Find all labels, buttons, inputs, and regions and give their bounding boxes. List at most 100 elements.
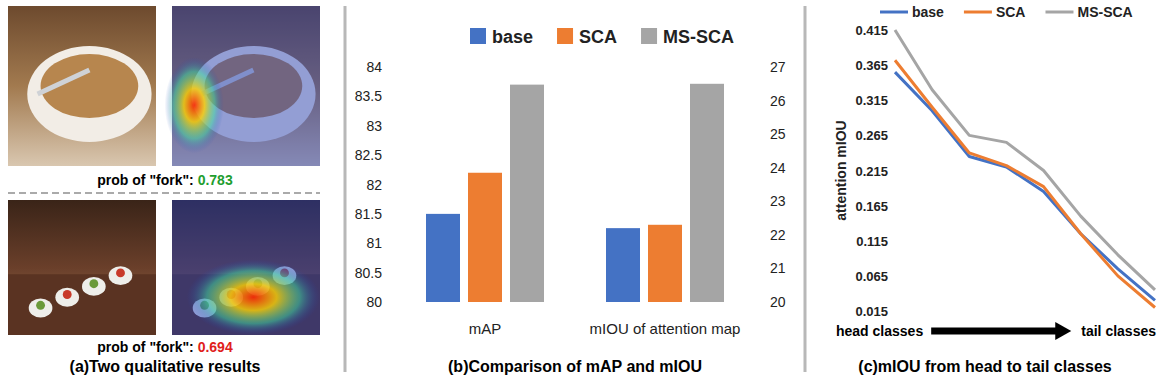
photo-shape xyxy=(8,274,156,335)
photo xyxy=(172,200,320,335)
y-tick-label: 0.265 xyxy=(855,128,888,143)
y-tick-label: 80 xyxy=(366,294,382,310)
legend-swatch xyxy=(964,11,992,14)
category-label: mIOU of attention map xyxy=(590,320,741,337)
y-tick-label: 0.365 xyxy=(855,58,888,73)
tick-mark xyxy=(755,134,759,135)
y-tick-label: 82.5 xyxy=(355,147,382,163)
y-tick-label: 0.015 xyxy=(855,304,888,319)
tick-mark xyxy=(892,100,895,101)
photo-bg xyxy=(8,200,156,335)
tick-mark xyxy=(755,201,759,202)
category-label: mAP xyxy=(469,320,502,337)
y2-tick-label: 25 xyxy=(770,126,786,142)
photo xyxy=(165,6,320,166)
heatmap-overlay xyxy=(172,200,320,335)
y-tick-label: 84 xyxy=(366,59,382,75)
legend-label: MS-SCA xyxy=(1077,4,1132,20)
photo-shape xyxy=(82,277,106,296)
photo-shape xyxy=(109,266,133,285)
photo-shape xyxy=(27,46,151,142)
y-tick-label: 81 xyxy=(366,235,382,251)
tick-mark xyxy=(755,302,759,303)
probability-text: prob of "fork": xyxy=(97,172,197,188)
y2-tick-label: 23 xyxy=(770,193,786,209)
bar xyxy=(426,214,460,302)
arrow-head xyxy=(1055,322,1071,340)
probability-value: 0.694 xyxy=(198,339,233,355)
photo xyxy=(8,6,156,166)
legend-label: base xyxy=(912,4,944,20)
y2-tick-label: 22 xyxy=(770,227,786,243)
y-axis-label: attention mIOU xyxy=(833,120,849,220)
bar xyxy=(690,84,724,302)
probability-text: prob of "fork": xyxy=(97,339,197,355)
annotation: head classes xyxy=(836,323,923,339)
tick-mark xyxy=(755,67,759,68)
photo-bg xyxy=(172,200,320,335)
photo-shape xyxy=(89,279,98,288)
y-tick-label: 0.215 xyxy=(855,164,888,179)
photo-shape xyxy=(29,299,53,318)
tick-mark xyxy=(892,135,895,136)
figure: prob of "fork": 0.783prob of "fork": 0.6… xyxy=(0,0,1161,378)
y-tick-label: 0.115 xyxy=(856,234,888,249)
probability-label: prob of "fork": 0.694 xyxy=(97,339,233,355)
legend-swatch xyxy=(880,11,908,14)
tick-mark xyxy=(391,155,395,156)
y2-tick-label: 27 xyxy=(770,59,786,75)
legend: base SCA MS-SCA xyxy=(880,4,1133,20)
probability-value: 0.783 xyxy=(198,172,233,188)
photo-shape xyxy=(55,288,79,307)
legend-swatch xyxy=(557,28,573,44)
tick-mark xyxy=(892,311,895,312)
separator xyxy=(804,6,807,372)
y-tick-label: 0.315 xyxy=(855,93,888,108)
y-tick-label: 80.5 xyxy=(355,265,382,281)
tick-mark xyxy=(755,234,759,235)
tick-mark xyxy=(391,302,395,303)
tick-mark xyxy=(755,268,759,269)
y2-tick-label: 20 xyxy=(770,294,786,310)
tick-mark xyxy=(391,243,395,244)
tick-mark xyxy=(755,100,759,101)
tick-mark xyxy=(892,65,895,66)
lines xyxy=(895,30,1155,307)
y-tick-label: 83.5 xyxy=(355,88,382,104)
series-line xyxy=(895,72,1155,300)
panel-caption: (b)Comparison of mAP and mIOU xyxy=(448,358,702,375)
photo-shape xyxy=(38,70,90,94)
tick-mark xyxy=(892,240,895,241)
divider xyxy=(8,192,320,194)
bars xyxy=(426,84,724,302)
y2-tick-label: 24 xyxy=(770,160,786,176)
series-line xyxy=(895,30,1155,290)
y-tick-label: 83 xyxy=(366,118,382,134)
tick-mark xyxy=(755,167,759,168)
legend-label: SCA xyxy=(996,4,1026,20)
y2-tick-label: 26 xyxy=(770,93,786,109)
photo-shape xyxy=(63,290,72,299)
arrow-shaft xyxy=(931,328,1057,335)
annotation: tail classes xyxy=(1081,323,1156,339)
series-line xyxy=(895,60,1155,307)
tick-mark xyxy=(892,170,895,171)
tick-mark xyxy=(391,272,395,273)
y-tick-label: 82 xyxy=(366,177,382,193)
tick-mark xyxy=(892,275,895,276)
legend-label: base xyxy=(492,27,533,47)
tick-mark xyxy=(391,213,395,214)
bar xyxy=(648,225,682,302)
bar xyxy=(510,85,544,302)
separator xyxy=(344,6,347,372)
legend-swatch xyxy=(1045,11,1073,14)
photo-shape xyxy=(116,268,125,277)
legend: baseSCAMS-SCA xyxy=(470,27,734,47)
legend-swatch xyxy=(470,28,486,44)
bar xyxy=(606,228,640,302)
tick-mark xyxy=(391,125,395,126)
probability-label: prob of "fork": 0.783 xyxy=(97,172,233,188)
bar xyxy=(468,173,502,302)
heatmap-blob xyxy=(187,259,320,335)
legend-label: MS-SCA xyxy=(663,27,734,47)
